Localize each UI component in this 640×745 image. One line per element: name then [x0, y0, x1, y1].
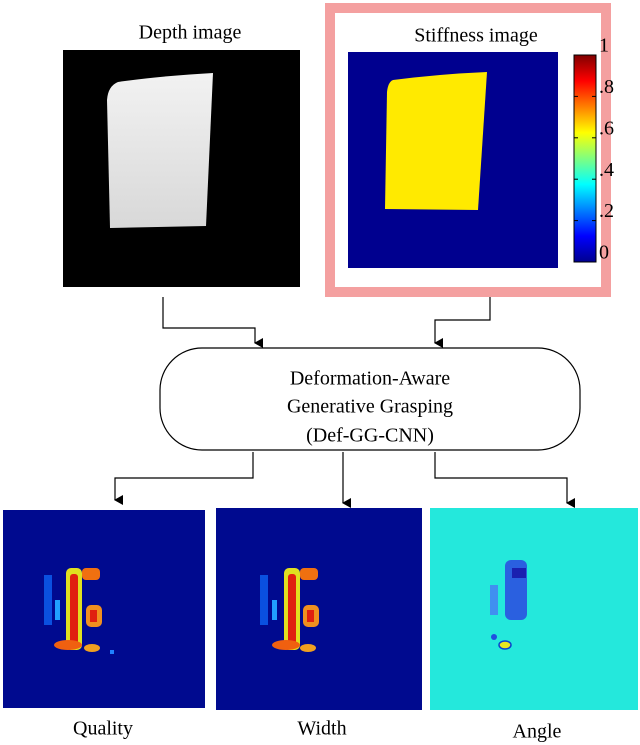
colorbar-tick-label: 1: [599, 35, 609, 57]
angle-map: [430, 508, 638, 710]
colorbar-tick-label: .2: [599, 200, 614, 222]
arrow: [162, 297, 263, 348]
arrow: [434, 297, 491, 348]
colorbar-tick-label: 0: [599, 242, 609, 264]
model-label: (Def-GG-CNN): [306, 425, 434, 447]
colorbar-tick-label: .8: [599, 76, 614, 98]
model-label: Generative Grasping: [287, 396, 453, 418]
colorbar-tick-label: .4: [599, 159, 614, 181]
colorbar-tick-label: .6: [599, 117, 614, 139]
width-map: [216, 508, 422, 710]
colorbar-ticks: 0 .2 .4 .6 .8 1: [574, 35, 614, 264]
quality-map: [3, 510, 205, 708]
stiffness-object: [385, 72, 487, 210]
highlight-frame: [325, 3, 611, 297]
arrow: [434, 452, 575, 508]
depth-object: [107, 73, 213, 228]
arrow: [114, 452, 254, 505]
stiffness-title: Stiffness image: [414, 25, 538, 47]
output-label: Quality: [73, 718, 133, 740]
model-label: Deformation-Aware: [290, 368, 450, 390]
output-label: Angle: [513, 721, 562, 743]
model-box: [159, 347, 581, 451]
output-label: Width: [297, 718, 346, 740]
depth-title: Depth image: [139, 22, 242, 44]
colorbar: [573, 54, 597, 263]
